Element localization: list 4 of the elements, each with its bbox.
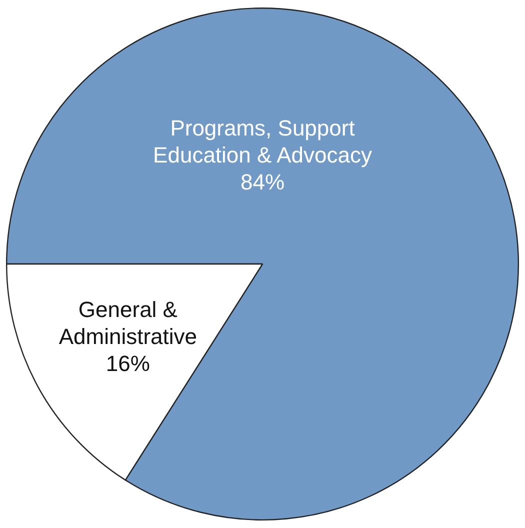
data-label: 84%: [240, 170, 285, 195]
data-label: 16%: [106, 351, 150, 376]
slice-label: Programs, Support Education & Advocacy: [153, 116, 372, 168]
slice-label: General & Administrative: [58, 297, 198, 350]
